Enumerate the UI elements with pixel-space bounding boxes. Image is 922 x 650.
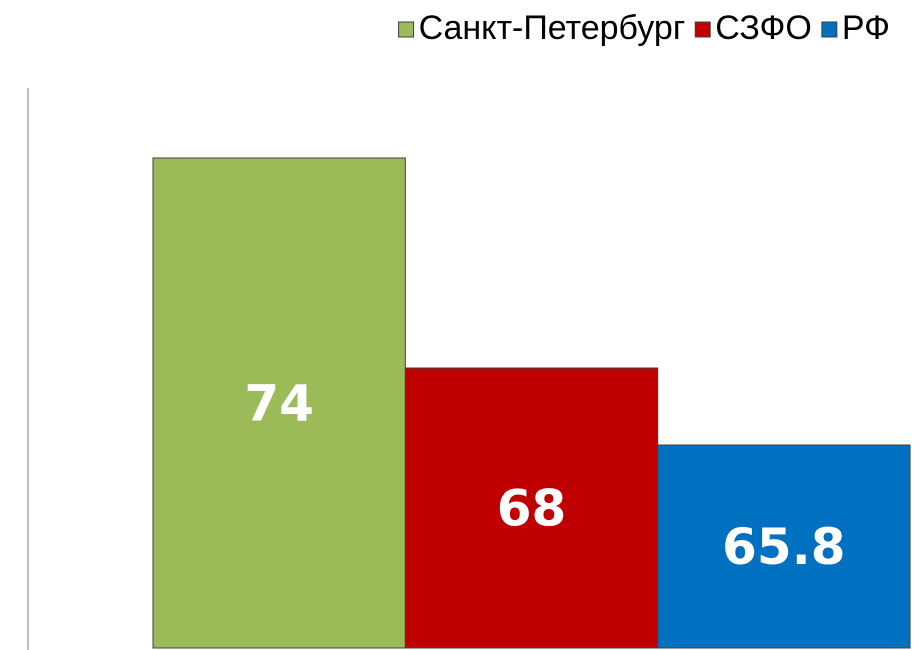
legend-text: РФ xyxy=(842,9,890,47)
legend-text: Санкт-Петербург xyxy=(419,9,686,47)
legend-swatch xyxy=(398,21,415,38)
legend-swatch xyxy=(821,21,838,38)
bar xyxy=(404,367,659,649)
legend-text: СЗФО xyxy=(715,9,812,47)
value-label: 65.8 xyxy=(722,518,845,576)
value-label: 68 xyxy=(497,480,567,538)
bar xyxy=(152,157,406,649)
bar xyxy=(657,444,911,649)
value-label: 74 xyxy=(244,375,314,433)
legend-swatch xyxy=(694,21,711,38)
